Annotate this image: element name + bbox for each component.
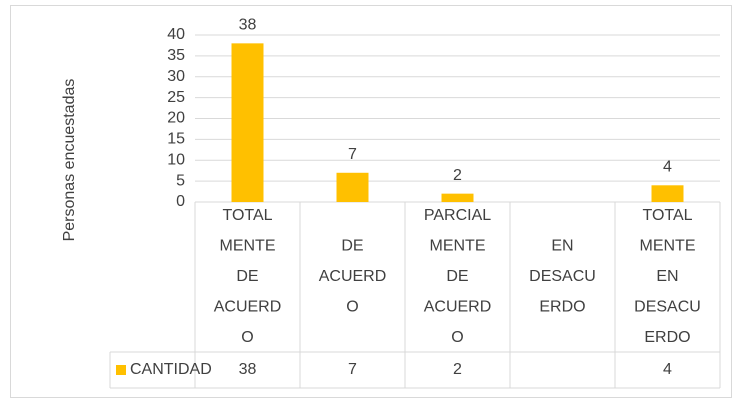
- y-tick-label: 40: [167, 26, 185, 43]
- x-tick-label: MENTE: [640, 238, 696, 255]
- x-tick-label: O: [346, 299, 358, 316]
- table-value: 4: [663, 361, 672, 378]
- x-tick-label: ERDO: [539, 299, 585, 316]
- x-tick-label: MENTE: [430, 238, 486, 255]
- y-tick-label: 30: [167, 68, 185, 85]
- x-tick-label: ACUERD: [424, 299, 492, 316]
- x-tick-label: EN: [656, 268, 678, 285]
- x-tick-label: DESACU: [634, 299, 701, 316]
- table-value: 38: [239, 361, 257, 378]
- y-tick-label: 25: [167, 89, 185, 106]
- x-tick-label: PARCIAL: [424, 207, 491, 224]
- x-tick-label: EN: [551, 238, 573, 255]
- y-tick-label: 10: [167, 151, 185, 168]
- bar: [651, 185, 684, 202]
- x-tick-label: DE: [341, 238, 363, 255]
- y-tick-label: 20: [167, 110, 185, 127]
- table-value: 2: [453, 361, 462, 378]
- chart-border: [10, 5, 732, 398]
- y-tick-label: 0: [176, 193, 185, 210]
- data-label: 4: [663, 159, 672, 176]
- x-tick-label: DE: [236, 268, 258, 285]
- x-tick-label: TOTAL: [642, 207, 692, 224]
- data-label: 38: [239, 17, 257, 34]
- x-tick-label: O: [451, 329, 463, 346]
- data-label: 2: [453, 167, 462, 184]
- legend-swatch: [116, 365, 126, 375]
- x-tick-label: TOTAL: [222, 207, 272, 224]
- y-axis-label: Personas encuestadas: [61, 79, 78, 242]
- x-tick-label: ERDO: [644, 329, 690, 346]
- bar: [441, 193, 474, 202]
- bar: [231, 43, 264, 202]
- legend-label: CANTIDAD: [130, 361, 212, 378]
- x-tick-label: ACUERD: [319, 268, 387, 285]
- x-tick-label: O: [241, 329, 253, 346]
- data-label: 7: [348, 146, 357, 163]
- y-tick-label: 15: [167, 131, 185, 148]
- table-value: 7: [348, 361, 357, 378]
- y-tick-label: 35: [167, 47, 185, 64]
- bar: [336, 172, 369, 202]
- x-tick-label: MENTE: [220, 238, 276, 255]
- y-tick-label: 5: [176, 172, 185, 189]
- x-tick-label: ACUERD: [214, 299, 282, 316]
- x-tick-label: DESACU: [529, 268, 596, 285]
- x-tick-label: DE: [446, 268, 468, 285]
